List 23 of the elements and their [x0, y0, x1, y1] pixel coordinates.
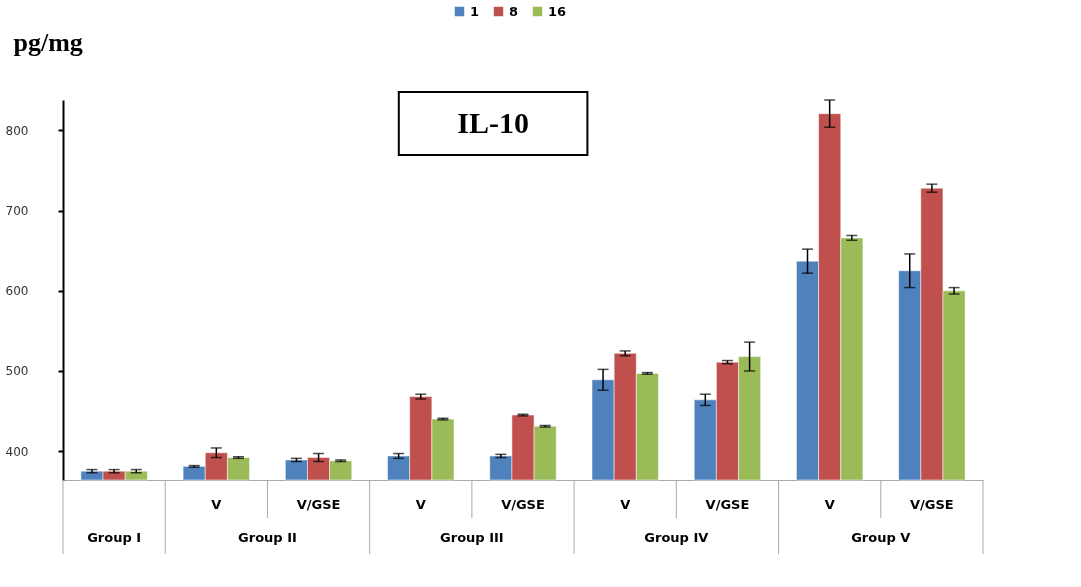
text: Group II [238, 530, 297, 545]
x-tick-label: V/GSE [705, 496, 750, 512]
y-tick-label: 500 [5, 364, 29, 379]
x-tick-label: V [211, 496, 222, 512]
legend-label: 8 [509, 3, 519, 19]
chart-title: IL-10 [457, 106, 529, 139]
y-tick-label: 400 [5, 444, 29, 459]
x-tick-label: V [824, 496, 835, 512]
text: Group V [851, 530, 911, 545]
x-tick-label: V/GSE [296, 496, 341, 512]
legend-label: 16 [548, 3, 567, 19]
x-tick-label: V/GSE [501, 496, 545, 512]
x-tick-label: V [415, 496, 426, 512]
legend-label: 1 [470, 3, 480, 19]
y-axis-title: pg/mg [13, 27, 83, 57]
x-tick-label: V/GSE [910, 496, 954, 512]
text: Group III [440, 530, 504, 545]
y-tick-label: 700 [5, 204, 29, 219]
text: Group IV [644, 530, 709, 545]
x-tick-label: V [620, 496, 631, 512]
y-tick-label: 800 [5, 123, 29, 138]
text: Group I [87, 530, 142, 545]
y-tick-label: 600 [5, 284, 29, 299]
